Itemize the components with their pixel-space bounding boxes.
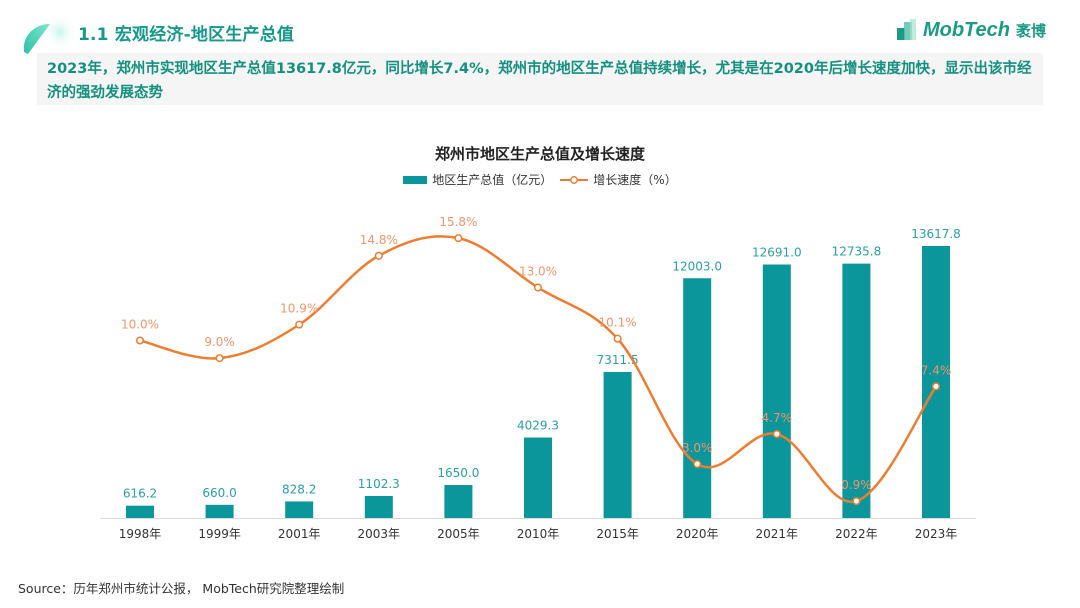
chart-legend: 地区生产总值（亿元） 增长速度（%） [0,171,1080,188]
gdp-bar-label: 12003.0 [672,259,722,273]
x-tick-label: 2021年 [756,527,799,541]
x-tick-label: 2005年 [437,527,480,541]
gdp-bar [842,263,871,518]
legend-item-gdp[interactable]: 地区生产总值（亿元） [403,171,552,188]
growth-point-label: 15.8% [439,215,477,229]
growth-point-label: 9.0% [204,335,235,349]
legend-label-gdp: 地区生产总值（亿元） [432,173,553,187]
growth-point [215,354,224,363]
growth-point-label: 14.8% [360,233,398,247]
gdp-bar [524,437,552,518]
growth-point [613,334,622,343]
gdp-bar-label: 12691.0 [752,246,802,260]
x-tick-label: 2010年 [517,527,560,541]
legend-label-growth: 增长速度（%） [593,173,677,187]
gdp-bar-label: 616.2 [123,487,157,501]
section-logo-icon [23,14,78,54]
growth-point [135,336,145,345]
growth-point [295,320,304,329]
legend-line-swatch-icon [560,175,589,184]
growth-point [454,234,463,243]
growth-point [931,382,941,391]
gdp-bar [683,278,712,518]
x-tick-label: 2023年 [915,527,958,541]
gdp-bar-label: 7311.5 [597,353,639,367]
growth-point [533,283,543,292]
brand-name: MobTech [922,18,1010,41]
growth-point [852,497,861,506]
gdp-bar-label: 1102.3 [358,477,400,491]
gdp-bar [364,495,393,518]
growth-point-label: 0.9% [841,478,872,492]
gdp-bar [444,485,473,518]
x-tick-label: 2003年 [358,527,401,541]
gdp-bar-label: 13617.8 [911,227,961,241]
chart-title: 郑州市地区生产总值及增长速度 [434,145,645,163]
gdp-bar-label: 1650.0 [437,466,479,480]
gdp-bar-label: 4029.3 [517,419,559,433]
gdp-bar [126,505,154,518]
growth-line [139,235,938,503]
x-tick-label: 2022年 [835,527,878,541]
growth-point-label: 10.9% [280,302,318,316]
growth-point [374,251,383,260]
growth-point-label: 3.0% [682,441,713,455]
growth-point-label: 10.0% [121,318,159,332]
growth-point-label: 13.0% [519,265,557,279]
brand-name-cn: 袤博 [1015,21,1046,40]
x-tick-label: 2015年 [596,527,639,541]
summary-text: 2023年，郑州市实现地区生产总值13617.8亿元，同比增长7.4%，郑州市的… [47,61,1032,101]
gdp-bar [285,501,314,518]
building-icon [896,19,916,40]
growth-point [772,429,781,439]
summary-box: 2023年，郑州市实现地区生产总值13617.8亿元，同比增长7.4%，郑州市的… [37,53,1043,105]
gdp-bar [762,264,791,518]
gdp-bar [603,371,632,518]
x-tick-label: 2001年 [278,527,321,541]
gdp-bar-label: 12735.8 [832,245,882,259]
gdp-bar-label: 828.2 [282,482,316,496]
gdp-bar-label: 660.0 [202,486,236,500]
growth-point-label: 7.4% [921,363,952,377]
source-note: Source：历年郑州市统计公报， MobTech研究院整理绘制 [18,581,345,596]
gdp-bar [922,246,950,518]
growth-point [693,460,702,469]
x-tick-label: 1999年 [198,527,241,541]
legend-item-growth[interactable]: 增长速度（%） [560,171,677,188]
section-title: 1.1 宏观经济-地区生产总值 [78,25,295,45]
brand-logo: MobTech 袤博 [895,18,1046,42]
growth-point-label: 10.1% [599,316,637,330]
x-tick-label: 2020年 [676,527,719,541]
x-tick-label: 1998年 [119,527,162,541]
growth-point-label: 4.7% [762,411,793,425]
gdp-bar [205,504,234,518]
legend-bar-swatch-icon [403,175,428,184]
